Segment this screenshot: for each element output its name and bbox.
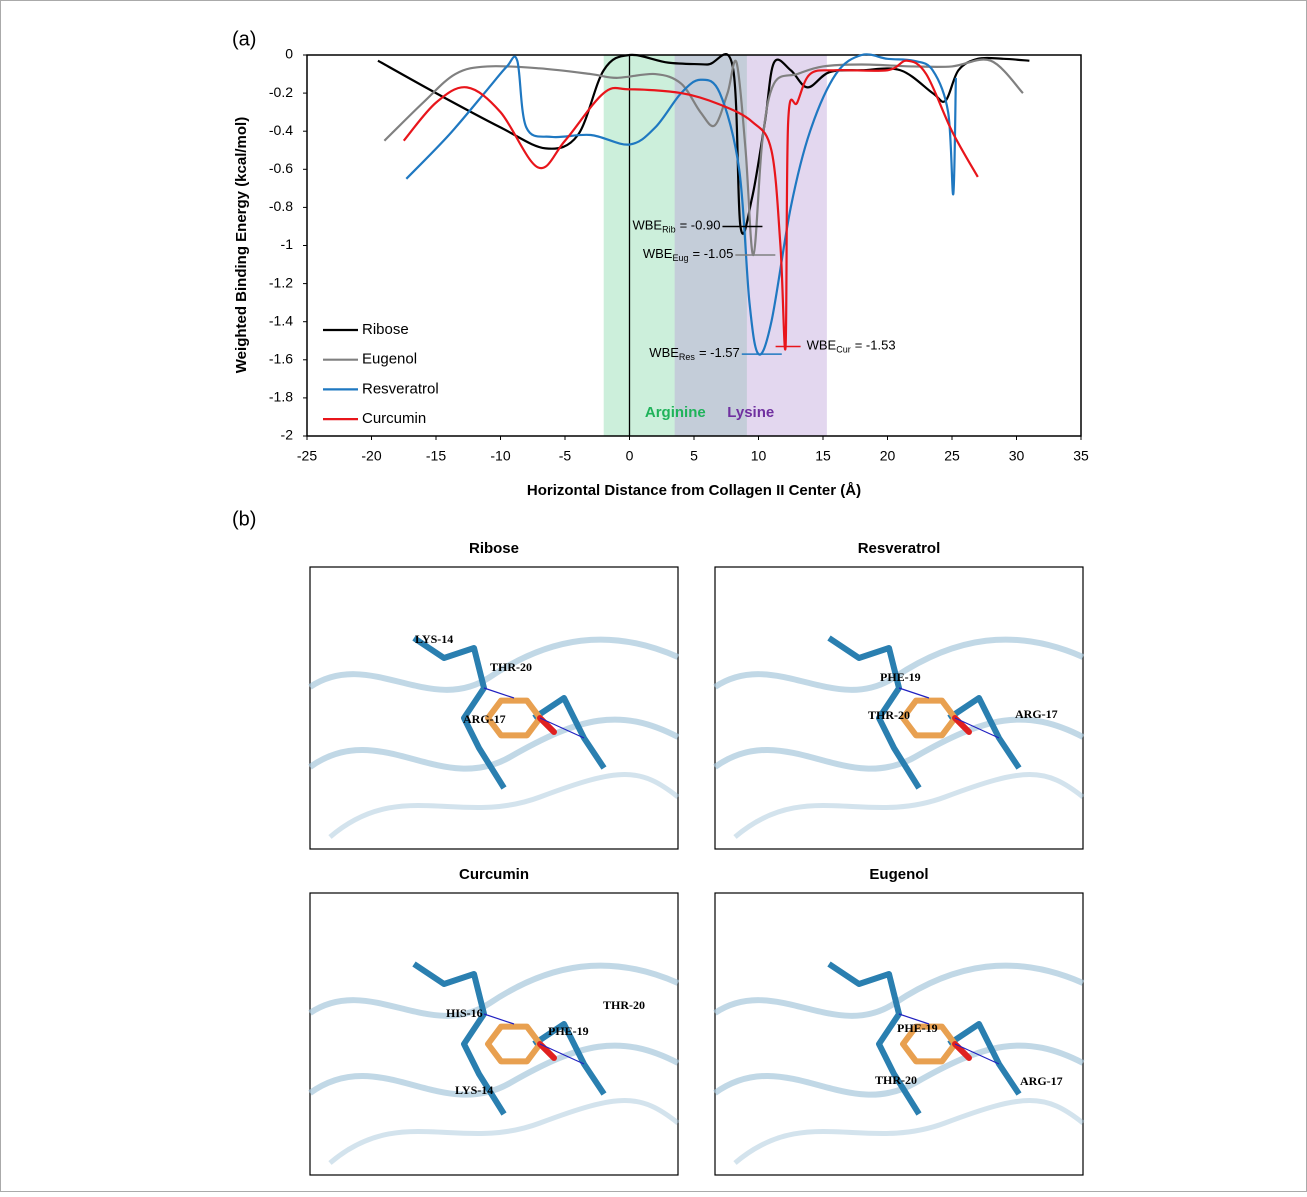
panel-label: (a) — [232, 28, 256, 50]
x-tick-label: -5 — [559, 448, 572, 464]
y-tick-label: -1.8 — [269, 389, 293, 405]
residue-label: ARG-17 — [1020, 1074, 1063, 1088]
panel-label: (b) — [232, 508, 256, 530]
annotation-subscript: Eug — [672, 253, 688, 263]
residue-label: HIS-16 — [446, 1006, 483, 1020]
legend-label: Resveratrol — [362, 380, 439, 397]
structure-title: Curcumin — [459, 866, 529, 883]
region-label: Arginine — [645, 404, 706, 421]
structure-title: Eugenol — [869, 866, 928, 883]
annotation-subscript: Rib — [662, 225, 676, 235]
structure-title: Ribose — [469, 540, 519, 557]
y-tick-label: -1.4 — [269, 312, 293, 328]
residue-label: THR-20 — [490, 660, 532, 674]
annotation-text: = -1.57 — [699, 346, 740, 361]
x-tick-label: -20 — [361, 448, 381, 464]
x-tick-label: 15 — [815, 448, 831, 464]
residue-label: LYS-14 — [455, 1083, 493, 1097]
annotation-label: WBE — [643, 246, 673, 261]
y-tick-label: -1 — [281, 236, 294, 252]
x-tick-label: 10 — [751, 448, 767, 464]
residue-label: THR-20 — [875, 1073, 917, 1087]
annotation-subscript: Res — [679, 352, 696, 362]
annotation-label: WBE — [649, 346, 679, 361]
residue-label: LYS-14 — [415, 632, 453, 646]
y-tick-label: -0.6 — [269, 160, 293, 176]
annotation-text: = -1.05 — [692, 246, 733, 261]
y-tick-label: -1.2 — [269, 274, 293, 290]
y-tick-label: -0.4 — [269, 122, 293, 138]
x-tick-label: 20 — [880, 448, 896, 464]
residue-label: THR-20 — [868, 708, 910, 722]
y-tick-label: -1.6 — [269, 351, 293, 367]
y-axis-title: Weighted Binding Energy (kcal/mol) — [233, 117, 250, 373]
legend-label: Eugenol — [362, 351, 417, 368]
y-tick-label: -2 — [281, 427, 294, 443]
x-tick-label: 35 — [1073, 448, 1089, 464]
residue-label: PHE-19 — [880, 670, 921, 684]
residue-label: ARG-17 — [1015, 707, 1058, 721]
y-tick-label: 0 — [285, 46, 293, 62]
x-tick-label: 30 — [1009, 448, 1025, 464]
residue-label: ARG-17 — [463, 712, 506, 726]
y-tick-label: -0.2 — [269, 84, 293, 100]
x-tick-label: 25 — [944, 448, 960, 464]
x-tick-label: -25 — [297, 448, 317, 464]
region-label: Lysine — [727, 404, 774, 421]
x-tick-label: 0 — [626, 448, 634, 464]
legend-label: Curcumin — [362, 410, 426, 427]
annotation-text: = -0.90 — [680, 218, 721, 233]
figure: (a) (b) Arginine Lysine -2 -1.8 -1.6 -1.4 -1.2… — [0, 0, 1307, 1192]
legend-label: Ribose — [362, 321, 409, 338]
x-axis-title: Horizontal Distance from Collagen II Cen… — [527, 482, 861, 499]
annotation-subscript: Cur — [836, 345, 851, 355]
residue-label: PHE-19 — [897, 1021, 938, 1035]
x-tick-label: 5 — [690, 448, 698, 464]
x-tick-label: -15 — [426, 448, 446, 464]
x-tick-label: -10 — [490, 448, 510, 464]
residue-label: THR-20 — [603, 998, 645, 1012]
annotation-label: WBE — [807, 338, 837, 353]
structure-title: Resveratrol — [858, 540, 941, 557]
y-tick-label: -0.8 — [269, 198, 293, 214]
residue-label: PHE-19 — [548, 1024, 589, 1038]
annotation-text: = -1.53 — [855, 338, 896, 353]
annotation-label: WBE — [632, 218, 662, 233]
